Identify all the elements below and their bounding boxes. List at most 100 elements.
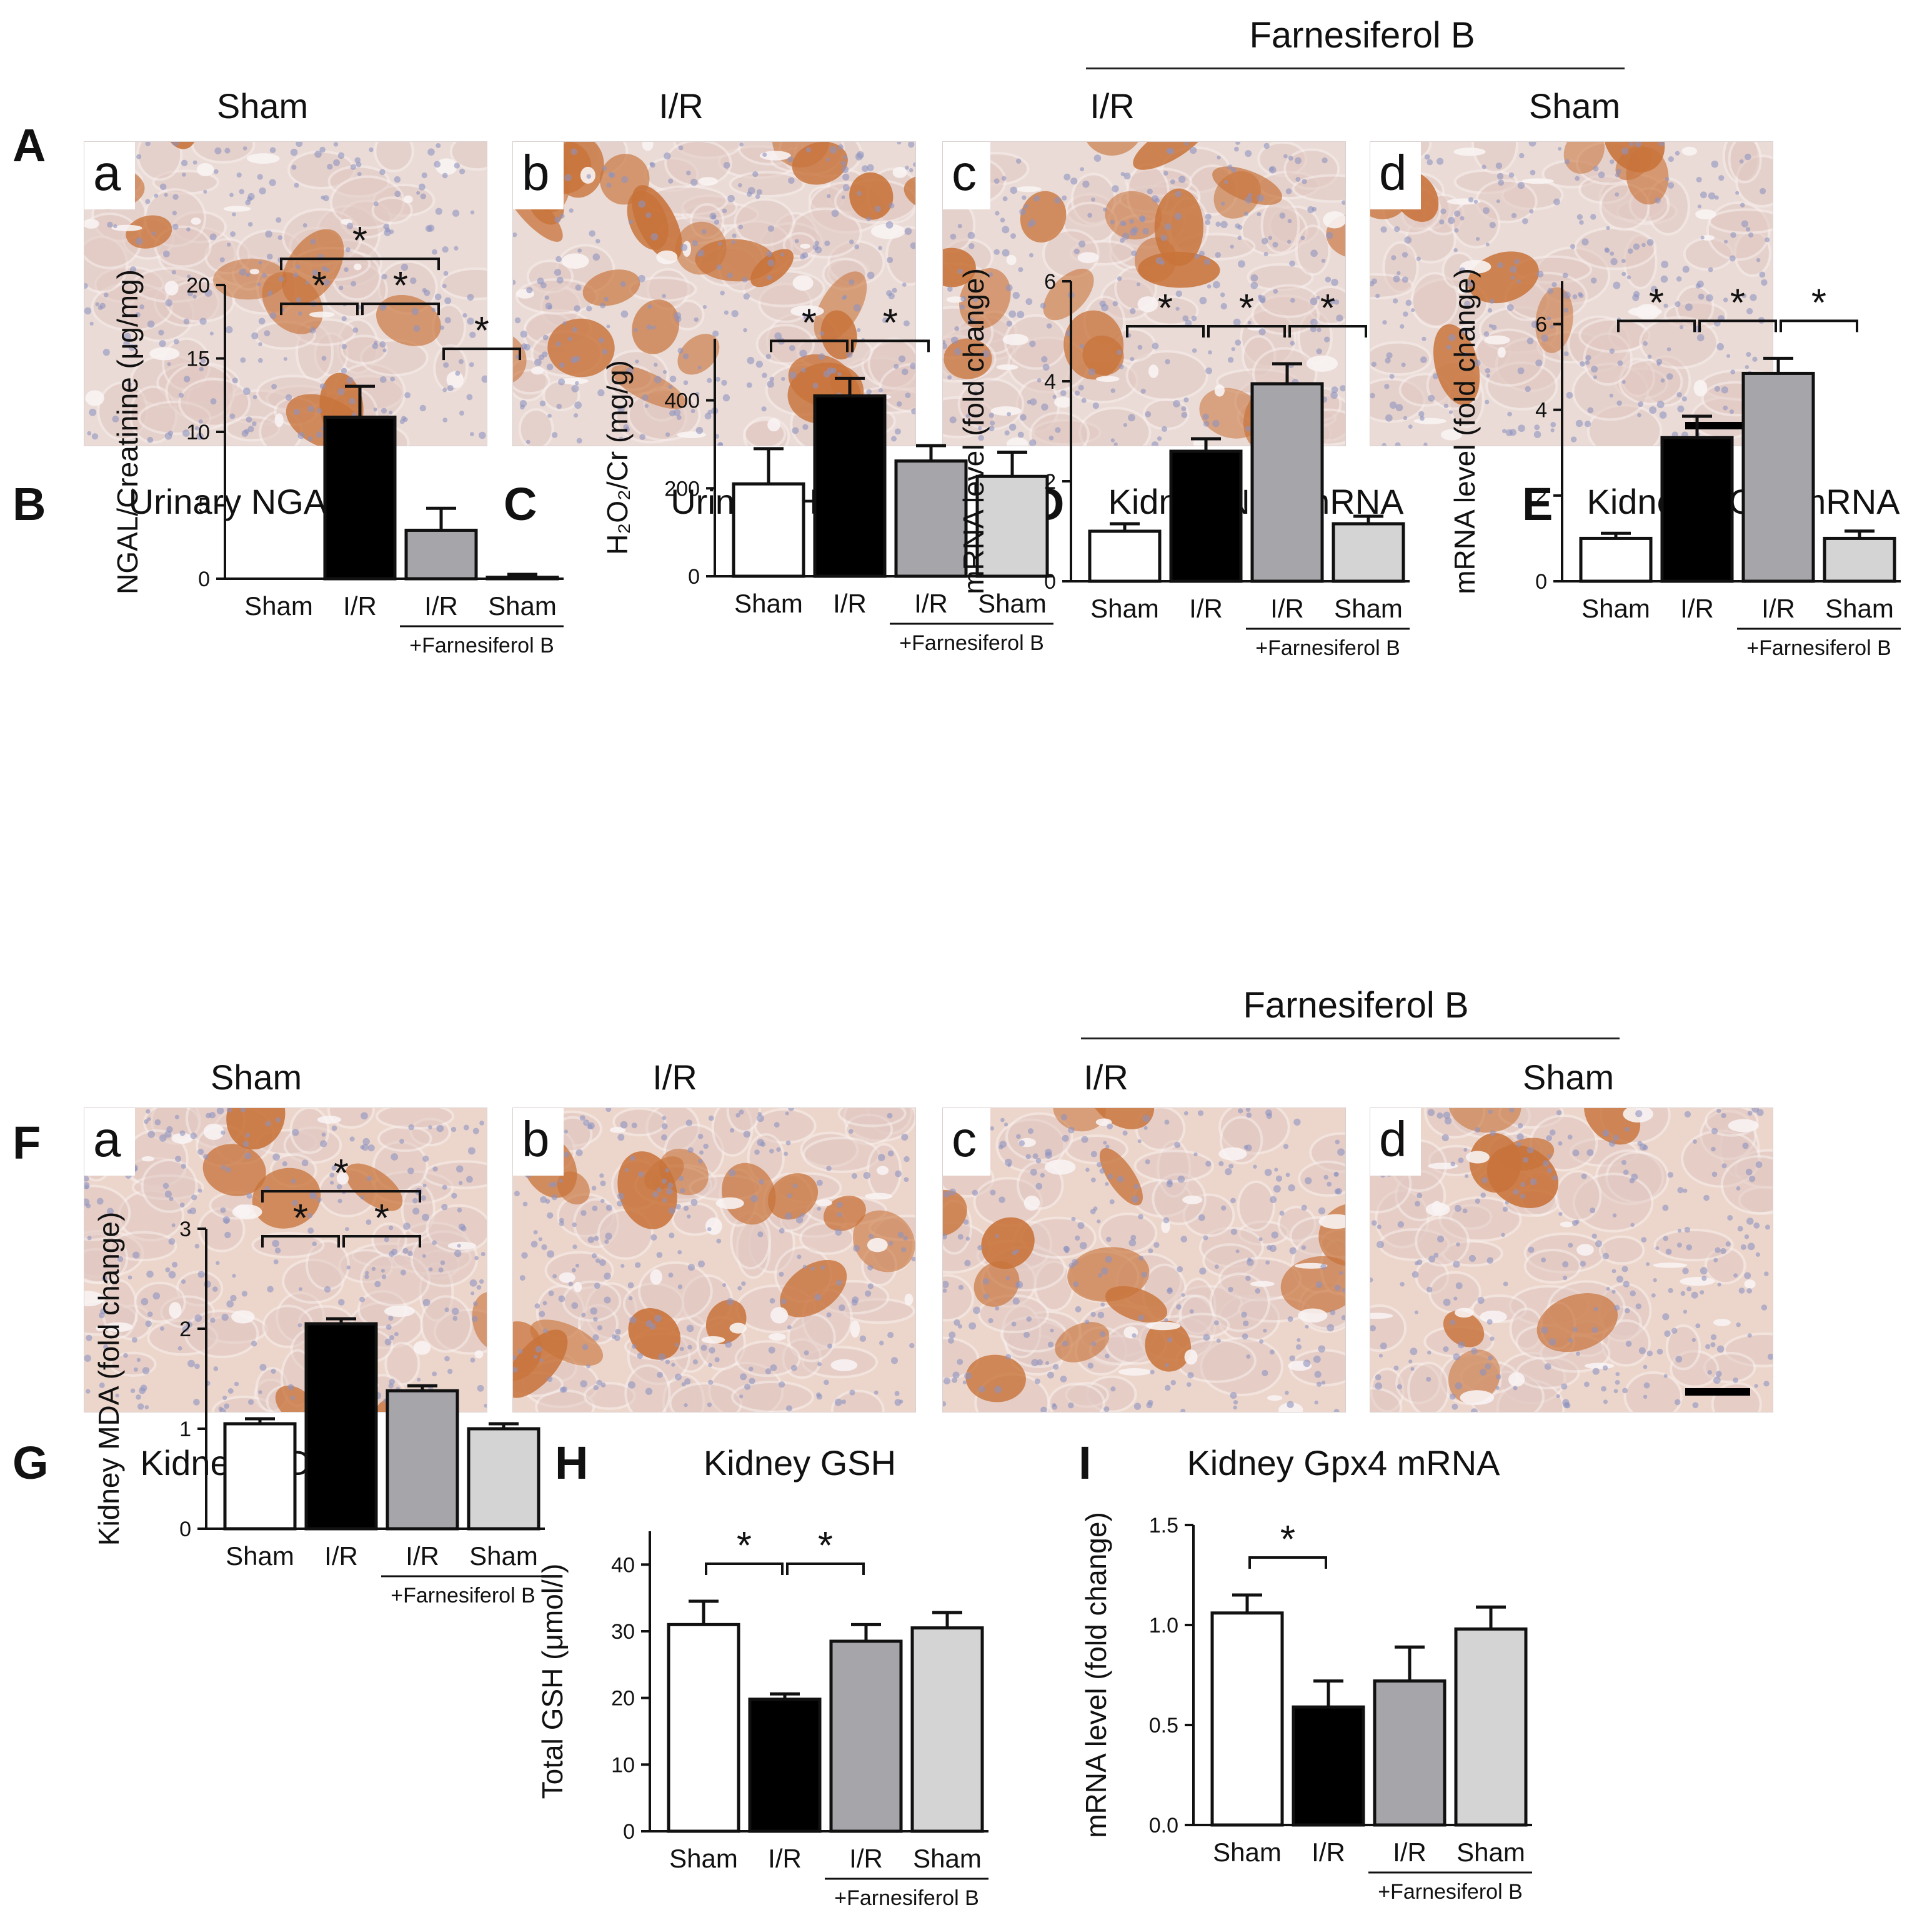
category-label: I/R: [833, 589, 867, 618]
bar-2: [1373, 1679, 1447, 1827]
micrograph-sublabel: b: [513, 142, 564, 209]
micrograph-sublabel: d: [1370, 142, 1421, 209]
y-tick-label: 0: [1535, 570, 1547, 594]
significance-bracket: [770, 339, 849, 352]
y-tick-label: 10: [186, 421, 210, 444]
significance-bracket: [261, 1190, 421, 1202]
bar-2: [386, 1389, 459, 1531]
y-tick-label: 1: [179, 1418, 191, 1441]
micro-title-f-sham-farn: Sham: [1522, 1058, 1615, 1097]
y-tick-label: 5: [198, 494, 210, 518]
category-label: I/R: [1393, 1838, 1427, 1867]
category-label: Sham: [1213, 1838, 1282, 1867]
category-label: I/R: [424, 591, 458, 621]
micrograph-a-c: c: [942, 141, 1346, 446]
y-tick-label: 10: [611, 1753, 635, 1777]
bar-1: [323, 416, 397, 581]
y-tick-label: 15: [186, 348, 210, 371]
group-label: +Farnesiferol B: [899, 631, 1044, 655]
significance-bracket: [1207, 325, 1286, 338]
category-label: Sham: [226, 1541, 294, 1571]
y-tick-label: 0.0: [1149, 1814, 1178, 1838]
category-label: I/R: [343, 591, 377, 621]
micro-title-f-ir: I/R: [652, 1058, 697, 1097]
micrograph-sublabel: c: [943, 142, 990, 209]
significance-star: *: [737, 1524, 752, 1568]
significance-bracket: [1617, 319, 1696, 332]
panel-letter-f: F: [12, 1117, 41, 1169]
significance-star: *: [312, 264, 327, 308]
y-axis-label: Total GSH (μmol/l): [536, 1564, 569, 1799]
category-label: Sham: [1581, 594, 1650, 623]
significance-star: *: [1280, 1518, 1295, 1561]
bar-0: [223, 1422, 297, 1531]
category-label: Sham: [669, 1844, 738, 1873]
panel-letter-a: A: [12, 119, 46, 171]
significance-bracket: [1288, 325, 1367, 338]
micro-title-f-ir-farn: I/R: [1083, 1058, 1128, 1097]
micrograph-sublabel: c: [943, 1108, 990, 1176]
panel-letter-h: H: [555, 1437, 589, 1489]
significance-star: *: [1320, 287, 1335, 330]
group-label: +Farnesiferol B: [1746, 636, 1891, 660]
category-label: Sham: [734, 589, 803, 618]
y-tick-label: 20: [611, 1687, 635, 1711]
significance-bracket: [705, 1562, 784, 1575]
group-label: +Farnesiferol B: [391, 1584, 535, 1608]
y-tick-label: 0: [688, 565, 700, 589]
significance-bracket: [1780, 319, 1858, 332]
category-label: I/R: [849, 1844, 883, 1873]
significance-star: *: [1811, 281, 1826, 324]
y-tick-label: 1.0: [1149, 1614, 1178, 1638]
y-tick-label: 0: [1044, 570, 1056, 594]
y-tick-label: 0: [198, 568, 210, 591]
bar-1: [1660, 436, 1734, 583]
y-tick-label: 20: [186, 274, 210, 298]
significance-bracket: [342, 1235, 421, 1248]
y-tick-label: 6: [1535, 313, 1547, 337]
panel-letter-c: C: [504, 478, 537, 530]
y-tick-label: 0: [623, 1820, 635, 1844]
significance-bracket: [1698, 319, 1777, 332]
category-label: I/R: [1312, 1838, 1345, 1867]
micro-title-f-sham: Sham: [210, 1058, 302, 1097]
y-tick-label: 40: [611, 1553, 635, 1577]
y-axis-label: mRNA level (fold change): [1448, 268, 1481, 594]
significance-star: *: [474, 309, 489, 352]
significance-star: *: [1158, 287, 1173, 330]
significance-bracket: [280, 302, 359, 316]
y-axis-label: Kidney MDA (fold change): [92, 1212, 125, 1546]
micrograph-sublabel: d: [1370, 1108, 1421, 1176]
group-header-line-top: [1086, 68, 1625, 69]
bar-1: [304, 1322, 378, 1531]
bar-1: [1292, 1705, 1365, 1827]
y-axis-label: mRNA level (fold change): [1080, 1512, 1112, 1838]
y-tick-label: 0: [179, 1518, 191, 1541]
category-label: I/R: [324, 1541, 358, 1571]
significance-bracket: [851, 339, 930, 352]
y-tick-label: 4: [1044, 370, 1056, 394]
panel-letter-g: G: [12, 1437, 49, 1489]
group-header-line-bottom: [1081, 1038, 1620, 1039]
y-axis-label: mRNA level (fold change): [957, 268, 990, 594]
category-label: Sham: [1090, 594, 1159, 623]
bar-3: [1332, 522, 1405, 583]
bar-2: [1250, 382, 1324, 583]
significance-star: *: [334, 1152, 349, 1195]
bar-0: [1210, 1611, 1284, 1827]
scale-bar: [1685, 1388, 1750, 1396]
significance-bracket: [361, 302, 440, 316]
significance-star: *: [352, 219, 367, 262]
panel-letter-e: E: [1522, 478, 1553, 530]
y-tick-label: 2: [1535, 484, 1547, 508]
category-label: Sham: [469, 1541, 538, 1571]
significance-star: *: [374, 1197, 389, 1240]
panel-letter-b: B: [12, 478, 46, 530]
group-label: +Farnesiferol B: [409, 634, 554, 658]
category-label: Sham: [913, 1844, 982, 1873]
significance-bracket: [442, 348, 521, 361]
bar-3: [910, 1626, 984, 1833]
significance-bracket: [261, 1235, 340, 1248]
